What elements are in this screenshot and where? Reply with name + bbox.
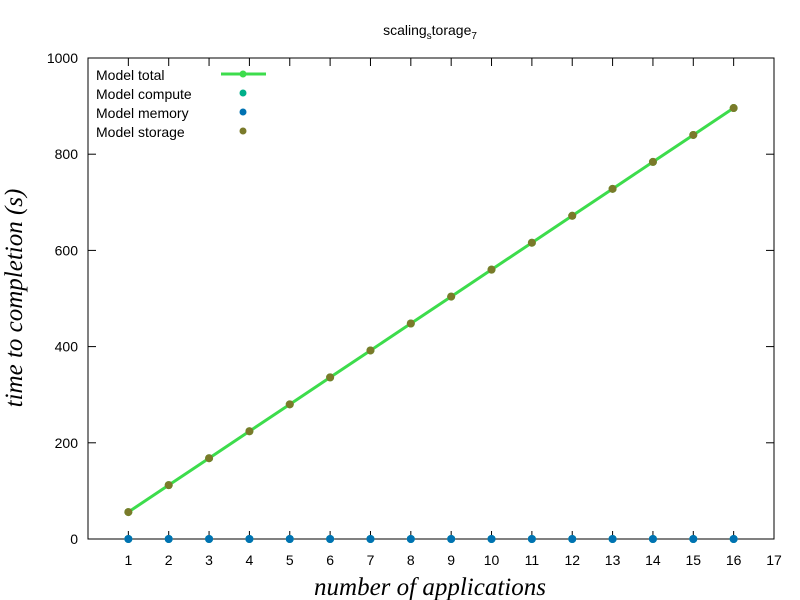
series-line bbox=[127, 106, 735, 514]
x-tick-label: 11 bbox=[525, 552, 540, 568]
legend-marker bbox=[239, 127, 247, 135]
legend-marker bbox=[239, 108, 247, 116]
data-point bbox=[447, 535, 456, 543]
data-point bbox=[447, 292, 456, 301]
data-point bbox=[487, 265, 496, 274]
data-point bbox=[487, 535, 496, 543]
x-tick-label: 2 bbox=[165, 552, 173, 568]
data-point bbox=[164, 481, 173, 490]
data-point bbox=[729, 535, 738, 543]
data-point bbox=[326, 373, 335, 382]
legend-label: Model storage bbox=[96, 124, 185, 140]
data-point bbox=[568, 535, 577, 543]
y-tick-label: 1000 bbox=[47, 50, 78, 66]
x-tick-label: 6 bbox=[326, 552, 334, 568]
data-point bbox=[366, 346, 375, 355]
x-tick-label: 15 bbox=[686, 552, 702, 568]
data-point bbox=[285, 400, 294, 409]
y-tick-label: 800 bbox=[55, 146, 79, 162]
x-tick-label: 13 bbox=[605, 552, 621, 568]
data-point bbox=[205, 535, 214, 543]
y-tick-label: 600 bbox=[55, 242, 79, 258]
y-tick-label: 200 bbox=[55, 435, 79, 451]
data-point bbox=[689, 535, 698, 543]
data-point bbox=[245, 427, 254, 436]
data-point bbox=[245, 535, 254, 543]
series-model-memory bbox=[124, 535, 738, 543]
data-point bbox=[568, 211, 577, 220]
x-tick-label: 3 bbox=[205, 552, 213, 568]
data-point bbox=[326, 535, 335, 543]
x-tick-label: 1 bbox=[124, 552, 132, 568]
x-axis-label: number of applications bbox=[314, 574, 546, 600]
data-point bbox=[648, 157, 657, 166]
data-point bbox=[729, 104, 738, 113]
chart-title: scalingstorage7 bbox=[383, 22, 477, 42]
x-tick-label: 10 bbox=[484, 552, 500, 568]
legend-label: Model memory bbox=[96, 105, 189, 121]
plot-frame bbox=[87, 57, 775, 540]
data-point bbox=[527, 238, 536, 247]
legend-label: Model compute bbox=[96, 86, 192, 102]
data-point bbox=[648, 535, 657, 543]
legend: Model total Model compute Model memory Mode… bbox=[96, 67, 266, 140]
x-tick-label: 4 bbox=[246, 552, 254, 568]
data-point bbox=[608, 184, 617, 193]
x-tick-label: 5 bbox=[286, 552, 294, 568]
legend-marker bbox=[239, 89, 247, 97]
series-layer bbox=[124, 104, 738, 543]
legend-marker bbox=[239, 70, 247, 78]
data-point bbox=[285, 535, 294, 543]
legend-label: Model total bbox=[96, 67, 164, 83]
data-point bbox=[406, 535, 415, 543]
x-tick-label: 9 bbox=[447, 552, 455, 568]
x-tick-label: 8 bbox=[407, 552, 415, 568]
x-tick-label: 16 bbox=[726, 552, 742, 568]
data-point bbox=[366, 535, 375, 543]
data-point bbox=[124, 535, 133, 543]
y-tick-label: 0 bbox=[70, 531, 78, 547]
data-point bbox=[689, 130, 698, 139]
x-tick-label: 7 bbox=[367, 552, 375, 568]
data-point bbox=[205, 454, 214, 463]
x-tick-label: 12 bbox=[564, 552, 580, 568]
data-point bbox=[124, 508, 133, 517]
x-tick-label: 14 bbox=[645, 552, 661, 568]
series-model-total bbox=[124, 104, 738, 517]
y-axis-label: time to completion (s) bbox=[1, 189, 28, 408]
y-tick-label: 400 bbox=[55, 339, 79, 355]
data-point bbox=[527, 535, 536, 543]
data-point bbox=[608, 535, 617, 543]
data-point bbox=[164, 535, 173, 543]
x-tick-label: 17 bbox=[766, 552, 782, 568]
series-model-storage bbox=[124, 104, 738, 517]
data-point bbox=[406, 319, 415, 328]
